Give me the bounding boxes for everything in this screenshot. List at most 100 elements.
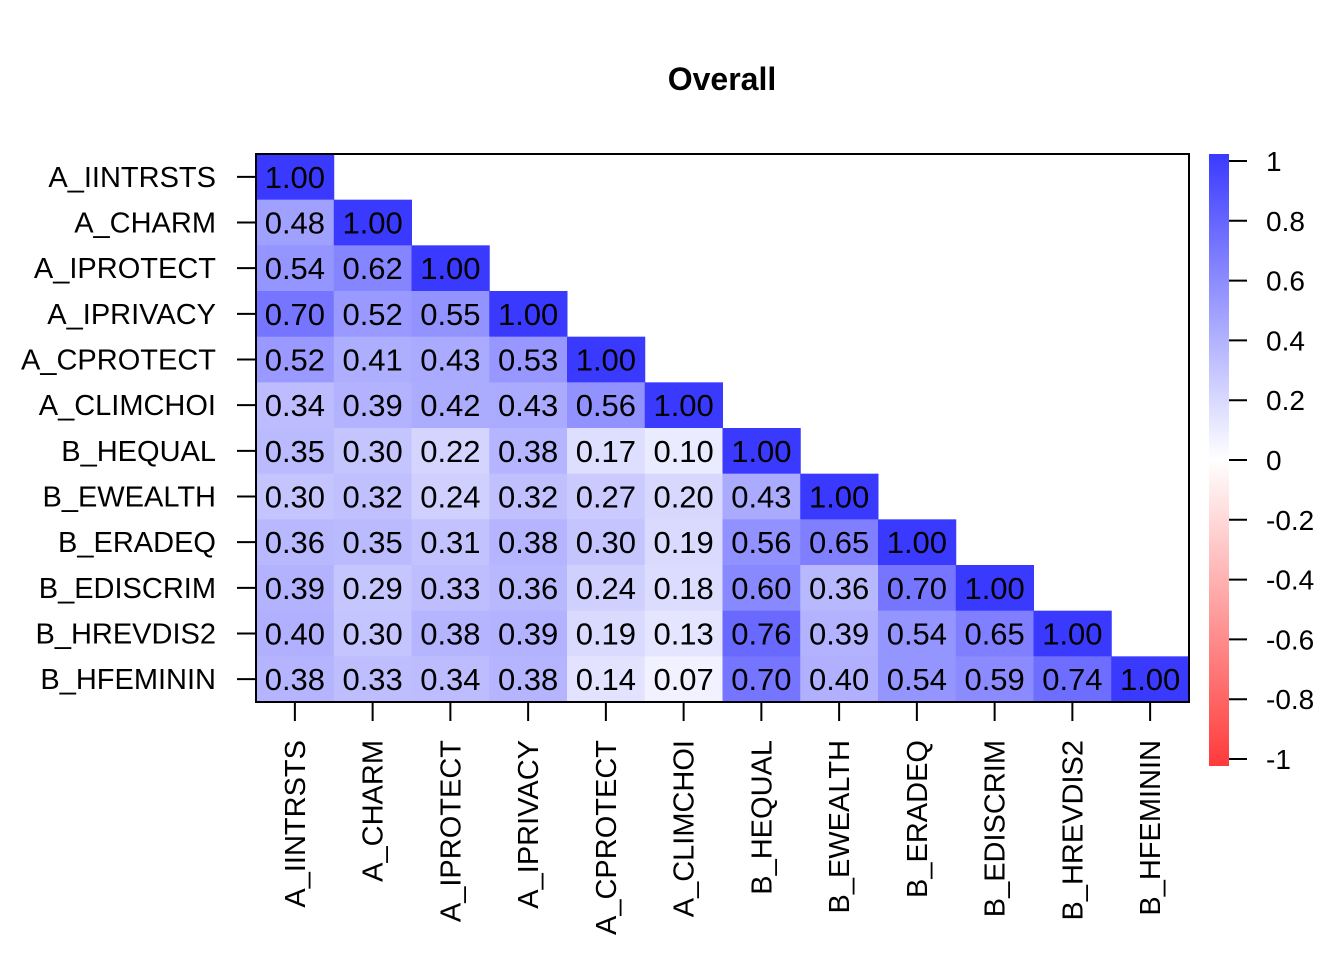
cell-value: 0.65 [809,525,869,560]
heatmap-cell [411,245,490,292]
heatmap-cell [256,336,335,383]
heatmap-cell [489,473,568,520]
heatmap-cell [644,610,723,657]
heatmap-cell [644,656,723,703]
cell-value: 1.00 [964,571,1024,606]
cell-value: 0.32 [342,480,402,515]
plot-frame [255,153,1190,703]
cell-value: 0.30 [342,434,402,469]
heatmap-cell [644,428,723,475]
colorbar-tick-label: 0.8 [1266,206,1305,237]
heatmap-cell [722,519,801,566]
cell-value: 1.00 [887,525,947,560]
cell-value: 0.42 [420,388,480,423]
colorbar-gradient [1209,154,1229,766]
cell-value: 0.24 [576,571,636,606]
heatmap-cell [411,428,490,475]
cell-value: 0.17 [576,434,636,469]
cell-value: 1.00 [576,343,636,378]
cell-value: 0.32 [498,480,558,515]
heatmap-cell [567,519,646,566]
cell-value: 0.39 [342,388,402,423]
cell-value: 1.00 [809,480,869,515]
cell-value: 0.22 [420,434,480,469]
y-tick-label: B_HFEMININ [40,664,216,696]
heatmap-cell [256,656,335,703]
cell-value: 0.36 [265,525,325,560]
heatmap-cell [567,656,646,703]
cell-value: 0.52 [265,343,325,378]
cell-value: 0.27 [576,480,636,515]
colorbar-tick-label: 0.6 [1266,266,1305,297]
cell-value: 0.38 [265,662,325,697]
x-axis: A_IINTRSTS A_CHARM A_IPROTECT A_IPRIVACY A_C… [280,702,1167,935]
x-tick-label: B_HFEMININ [1135,740,1167,916]
x-tick-label: A_IPROTECT [435,740,467,922]
y-tick-label: A_CPROTECT [21,345,216,377]
y-tick-label: B_EDISCRIM [39,573,216,605]
heatmap-cell [489,565,568,612]
heatmap-cell [489,336,568,383]
cell-value: 0.34 [420,662,480,697]
x-tick-label: B_ERADEQ [902,740,934,898]
cell-value: 0.39 [809,617,869,652]
heatmap-cell [333,428,412,475]
cell-value: 0.76 [731,617,791,652]
heatmap-cell [256,154,335,201]
heatmap-cell [256,519,335,566]
heatmap-cell [800,519,879,566]
x-tick-label: B_EWEALTH [824,740,856,914]
cell-value: 0.43 [498,388,558,423]
cell-value: 0.53 [498,343,558,378]
cell-value: 0.38 [498,662,558,697]
cell-value: 0.38 [498,434,558,469]
x-tick-label: A_CPROTECT [591,740,623,935]
cell-value: 0.39 [265,571,325,606]
cell-value: 0.74 [1042,662,1102,697]
heatmap-cell [644,519,723,566]
y-axis: A_IINTRSTS A_CHARM A_IPROTECT A_IPRIVACY A_C… [21,162,256,696]
cell-value: 0.30 [576,525,636,560]
heatmap-cell [333,610,412,657]
cell-value: 0.41 [342,343,402,378]
colorbar-tick-label: -0.4 [1266,565,1314,596]
cell-value: 0.62 [342,251,402,286]
colorbar-tick-label: 1 [1266,146,1282,177]
y-tick-label: A_CHARM [74,208,216,240]
cell-value: 0.33 [420,571,480,606]
cell-value: 0.14 [576,662,636,697]
cell-value: 0.54 [265,251,325,286]
heatmap-cell [411,519,490,566]
x-tick-label: B_HEQUAL [746,740,778,895]
cell-value: 0.70 [887,571,947,606]
heatmap-cell [333,519,412,566]
cell-value: 1.00 [498,297,558,332]
heatmap-cell [567,428,646,475]
colorbar-tick-label: -0.8 [1266,684,1314,715]
y-tick-label: A_IPRIVACY [47,299,216,331]
heatmap-cell [567,610,646,657]
heatmap-cell [411,656,490,703]
cell-value: 1.00 [420,251,480,286]
heatmap-cell [333,245,412,292]
heatmap-cell [256,199,335,246]
cell-value: 0.56 [576,388,636,423]
cell-value: 0.59 [964,662,1024,697]
heatmap-cell [955,656,1034,703]
x-tick-label: A_CHARM [358,740,390,882]
cell-value: 0.52 [342,297,402,332]
heatmap-cell [256,565,335,612]
x-tick-label: B_HREVDIS2 [1057,740,1089,921]
heatmap-cell [411,473,490,520]
heatmap-cell [722,428,801,475]
y-tick-label: A_CLIMCHOI [39,390,216,422]
heatmap-cell [567,382,646,429]
heatmap-cell [256,382,335,429]
cell-value: 1.00 [342,206,402,241]
y-tick-label: B_ERADEQ [58,527,216,559]
heatmap-cell [878,519,957,566]
cell-value: 0.70 [265,297,325,332]
heatmap-cell [800,610,879,657]
cell-value: 0.55 [420,297,480,332]
cell-value: 0.34 [265,388,325,423]
